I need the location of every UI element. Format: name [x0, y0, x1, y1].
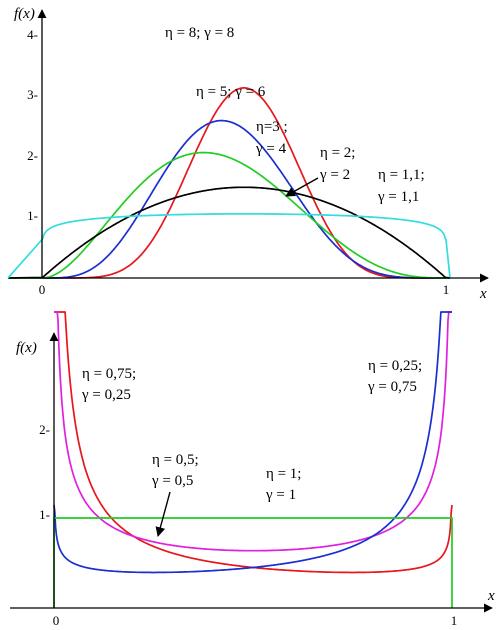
top-series-3-line — [7, 186, 451, 279]
top-annotation-eta3-line1: η=3 ; — [256, 119, 288, 135]
bottom-series-3-line — [53, 517, 453, 608]
top-series-4-line — [7, 213, 451, 279]
top-annotation-eta11-line2: γ = 1,1 — [377, 189, 419, 205]
bottom-curves — [53, 311, 453, 608]
top-annotation-arrow — [285, 177, 319, 197]
bottom-annotation-eta05-line1: η = 0,5; — [152, 452, 199, 468]
bottom-annotation-eta1-line1: η = 1; — [266, 466, 301, 482]
bottom-annotation-eta025-line2: γ = 0,75 — [367, 379, 417, 395]
bottom-y-tick-2: 2- — [39, 422, 50, 437]
top-x-tick-1: 1 — [443, 282, 450, 297]
top-annotation-eta8: η = 8; γ = 8 — [165, 25, 234, 41]
top-series-2-line — [8, 151, 450, 279]
top-annotation-eta11-line1: η = 1,1; — [378, 167, 425, 183]
top-series-0-line — [8, 87, 450, 279]
bottom-annotation-eta025-line1: η = 0,25; — [368, 358, 422, 374]
top-series-1-line — [8, 119, 450, 279]
bottom-y-axis-label: f(x) — [16, 340, 37, 356]
bottom-annotation-eta075-line2: γ = 0,25 — [81, 387, 131, 403]
top-y-tick-4: 4- — [27, 27, 38, 42]
bottom-series-1-line — [53, 311, 453, 552]
top-x-tick-0: 0 — [39, 282, 46, 297]
top-y-tick-3: 3- — [27, 87, 38, 102]
top-chart: f(x) x 0 1 1- 2- 3- 4- η = 8; γ = 8 η = … — [7, 6, 489, 302]
bottom-x-axis-label: x — [487, 588, 495, 604]
top-annotation-eta3-line2: γ = 4 — [255, 141, 287, 157]
top-annotation-eta2-line2: γ = 2 — [319, 167, 350, 183]
top-y-tick-1: 1- — [27, 208, 38, 223]
bottom-annotation-eta1-line2: γ = 1 — [265, 487, 296, 503]
top-curves — [7, 87, 451, 279]
bottom-y-tick-1: 1- — [39, 507, 50, 522]
bottom-annotation-eta05-line2: γ = 0,5 — [151, 473, 193, 489]
bottom-series-0-line — [53, 311, 453, 574]
top-y-axis-label: f(x) — [14, 6, 35, 22]
bottom-x-tick-0: 0 — [53, 613, 60, 628]
bottom-annotation-eta075-line1: η = 0,75; — [82, 366, 136, 382]
bottom-series-2-line — [53, 311, 453, 574]
top-y-tick-2: 2- — [27, 148, 38, 163]
top-annotation-eta2-line1: η = 2; — [320, 145, 355, 161]
bottom-annotation-arrow — [155, 491, 171, 537]
bottom-chart: f(x) x 0 1 1- 2- η = 0,75; γ = 0,25 η = … — [10, 311, 495, 628]
bottom-x-tick-1: 1 — [451, 613, 458, 628]
top-x-axis-label: x — [479, 286, 487, 302]
top-annotation-eta5: η = 5; γ = 6 — [196, 84, 266, 100]
